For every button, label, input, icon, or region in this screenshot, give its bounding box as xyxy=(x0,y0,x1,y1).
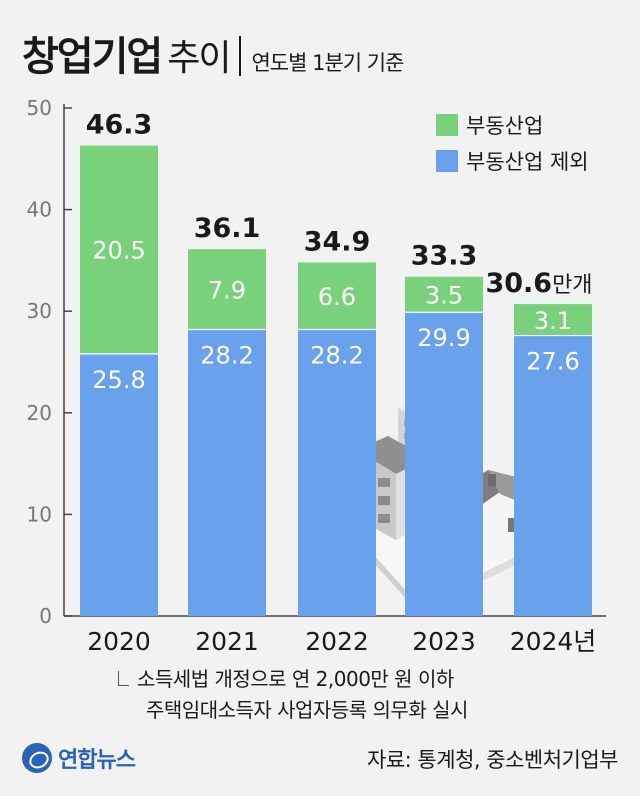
data-label-real-estate: 6.6 xyxy=(318,283,356,311)
y-tick-label: 0 xyxy=(39,604,52,628)
footnote-line-2: 주택임대소득자 사업자등록 의무화 실시 xyxy=(146,698,468,722)
y-tick-label: 20 xyxy=(27,401,52,425)
legend-swatch xyxy=(436,114,458,136)
title-sub: 추이 xyxy=(167,38,231,79)
chart-title: 창업기업 추이 연도별 1분기 기준 xyxy=(22,24,404,82)
bar-segment-real-estate xyxy=(188,249,266,330)
title-divider xyxy=(239,36,242,76)
source-note: 자료: 통계청, 중소벤처기업부 xyxy=(367,748,618,772)
yonhap-logo: 연합뉴스 xyxy=(22,742,136,774)
bar-segment-excl-real-estate xyxy=(188,329,266,616)
title-note: 연도별 1분기 기준 xyxy=(251,51,404,75)
data-label-excl-real-estate: 25.8 xyxy=(92,366,145,394)
data-label-excl-real-estate: 29.9 xyxy=(417,324,470,352)
total-label: 30.6만개 xyxy=(485,268,592,299)
data-label-real-estate: 3.1 xyxy=(534,307,572,335)
small-building-window xyxy=(378,514,390,523)
footnote-arrow-icon xyxy=(118,671,129,686)
x-tick-label: 2023 xyxy=(412,627,476,656)
legend-label: 부동산업 xyxy=(466,114,543,138)
x-tick-label: 2021 xyxy=(195,627,259,656)
data-label-excl-real-estate: 28.2 xyxy=(200,341,253,369)
logo-text: 연합뉴스 xyxy=(58,748,136,773)
footnote: 소득세법 개정으로 연 2,000만 원 이하 주택임대소득자 사업자등록 의무… xyxy=(118,664,468,726)
footnote-line-1: 소득세법 개정으로 연 2,000만 원 이하 xyxy=(137,667,454,691)
total-label: 46.3 xyxy=(86,110,153,141)
bar-segment-real-estate xyxy=(80,145,158,354)
y-tick-label: 50 xyxy=(27,96,52,120)
y-tick-label: 30 xyxy=(27,299,52,323)
legend-swatch xyxy=(436,150,458,172)
x-tick-label: 2022 xyxy=(305,627,369,656)
total-label: 33.3 xyxy=(411,241,478,272)
small-building-window xyxy=(378,496,390,505)
y-tick-label: 10 xyxy=(27,502,52,526)
title-main: 창업기업 xyxy=(22,34,163,80)
total-unit-label: 만개 xyxy=(552,273,592,298)
data-label-real-estate: 3.5 xyxy=(425,281,463,309)
bar-segment-excl-real-estate xyxy=(80,353,158,616)
bar-segment-excl-real-estate xyxy=(405,312,483,616)
data-label-real-estate: 20.5 xyxy=(92,237,145,265)
bar-segment-real-estate xyxy=(405,276,483,313)
bar-segment-excl-real-estate xyxy=(514,335,592,616)
bar-segment-real-estate xyxy=(514,304,592,336)
total-label: 36.1 xyxy=(194,213,261,244)
data-label-excl-real-estate: 28.2 xyxy=(310,341,363,369)
legend-label: 부동산업 제외 xyxy=(466,150,589,174)
y-tick-label: 40 xyxy=(27,198,52,222)
yonhap-logo-icon xyxy=(22,743,52,773)
total-label: 34.9 xyxy=(304,226,371,257)
house-chimney xyxy=(488,474,496,486)
bar-segment-excl-real-estate xyxy=(298,329,376,616)
bar-segment-real-estate xyxy=(298,262,376,330)
data-label-real-estate: 7.9 xyxy=(208,276,246,304)
x-tick-label: 2020 xyxy=(87,627,151,656)
data-label-excl-real-estate: 27.6 xyxy=(526,348,579,376)
small-building-window xyxy=(378,478,390,487)
x-tick-label: 2024년 xyxy=(510,627,597,656)
